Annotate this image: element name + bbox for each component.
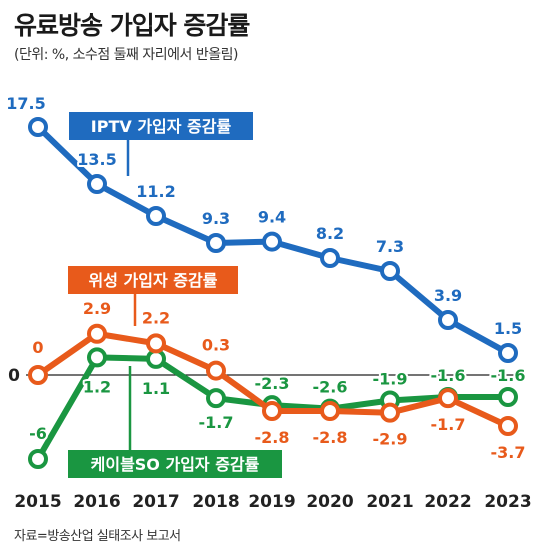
data-label-0-2016: 13.5 (77, 150, 116, 169)
point-1-2015 (28, 365, 48, 385)
x-tick-label-2020: 2020 (306, 492, 353, 512)
data-label-1-2015: 0 (32, 338, 43, 357)
chart-title: 유료방송 가입자 증감률 (14, 11, 250, 40)
point-0-2023 (498, 343, 518, 363)
point-0-2018 (206, 233, 226, 253)
chart-subtitle: (단위: %, 소수점 둘째 자리에서 반올림) (14, 47, 238, 63)
data-label-1-2017: 2.2 (142, 308, 170, 327)
x-tick-label-2017: 2017 (132, 492, 179, 512)
series-name-box-2 (68, 450, 282, 478)
point-0-2019 (262, 231, 282, 252)
x-tick-label-2018: 2018 (192, 492, 239, 512)
point-2-2018 (206, 388, 226, 409)
data-label-0-2021: 7.3 (376, 237, 404, 256)
data-label-2-2015: -6 (29, 424, 47, 443)
data-label-1-2021: -2.9 (373, 430, 408, 449)
data-label-1-2022: -1.7 (431, 415, 466, 434)
data-label-2-2017: 1.1 (142, 379, 170, 398)
data-label-0-2023: 1.5 (494, 319, 522, 338)
data-label-1-2018: 0.3 (202, 336, 230, 355)
point-1-2016 (87, 323, 107, 344)
x-tick-label-2021: 2021 (366, 492, 413, 512)
data-label-2-2020: -2.6 (313, 378, 348, 397)
point-2-2016 (87, 347, 107, 368)
point-0-2022 (438, 310, 458, 330)
point-1-2022 (438, 388, 458, 409)
point-2-2015 (28, 449, 48, 469)
data-label-0-2020: 8.2 (316, 224, 344, 243)
data-label-2-2021: -1.9 (373, 370, 408, 389)
data-label-2-2023: -1.6 (491, 366, 526, 385)
data-label-2-2016: 1.2 (83, 377, 111, 396)
data-label-0-2019: 9.4 (258, 208, 286, 227)
point-1-2020 (320, 401, 340, 421)
point-0-2020 (320, 248, 340, 268)
point-0-2015 (28, 117, 48, 137)
point-1-2021 (380, 402, 400, 423)
point-0-2016 (87, 174, 107, 194)
series-name-box-1 (68, 266, 238, 294)
point-0-2017 (146, 206, 166, 226)
data-label-2-2022: -1.6 (431, 366, 466, 385)
data-label-1-2023: -3.7 (491, 443, 526, 462)
data-label-2-2018: -1.7 (199, 413, 234, 432)
point-2-2023 (498, 387, 518, 407)
x-tick-label-2022: 2022 (424, 492, 471, 512)
point-1-2019 (262, 401, 282, 421)
data-label-0-2015: 17.5 (6, 94, 45, 113)
series-name-box-0 (69, 112, 253, 140)
series-name-0: IPTV 가입자 증감률 (91, 117, 232, 136)
data-label-1-2020: -2.8 (313, 428, 348, 447)
point-1-2023 (498, 416, 518, 436)
point-1-2018 (206, 360, 226, 381)
data-label-0-2022: 3.9 (434, 286, 462, 305)
x-tick-label-2019: 2019 (248, 492, 295, 512)
zero-label: 0 (8, 366, 20, 386)
x-tick-label-2016: 2016 (73, 492, 120, 512)
point-1-2017 (146, 333, 166, 354)
series-name-2: 케이블SO 가입자 증감률 (91, 455, 260, 474)
data-label-1-2019: -2.8 (255, 428, 290, 447)
x-tick-label-2015: 2015 (14, 492, 61, 512)
data-label-2-2019: -2.3 (255, 374, 290, 393)
source-note: 자료=방송산업 실태조사 보고서 (14, 529, 181, 544)
data-label-1-2016: 2.9 (83, 299, 111, 318)
point-0-2021 (380, 261, 400, 281)
x-tick-label-2023: 2023 (484, 492, 531, 512)
data-label-0-2018: 9.3 (202, 209, 230, 228)
series-name-1: 위성 가입자 증감률 (89, 271, 218, 290)
data-label-0-2017: 11.2 (136, 182, 175, 201)
